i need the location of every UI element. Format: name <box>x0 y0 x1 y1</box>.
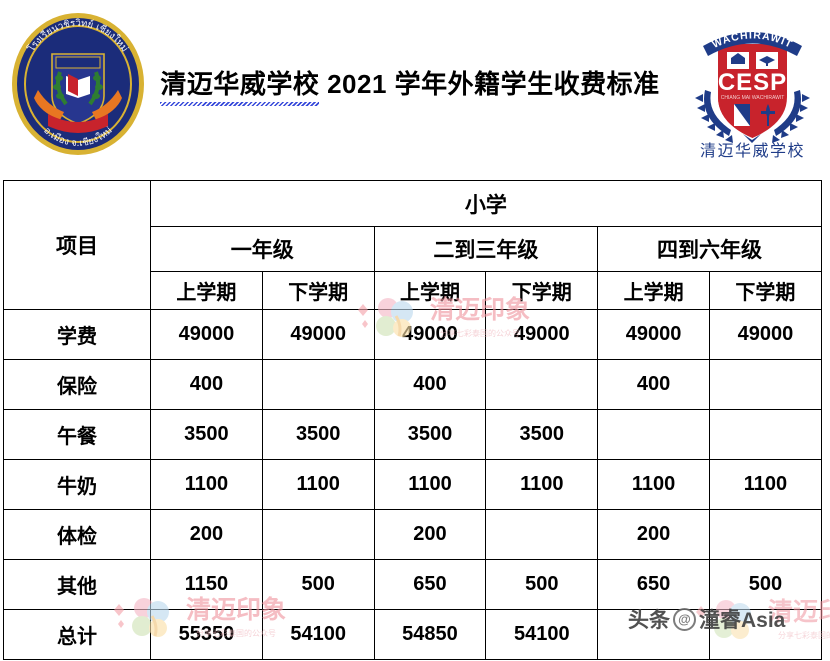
table-cell: 1100 <box>150 459 263 510</box>
table-cell: 54850 <box>373 609 487 660</box>
table-row: 学费 49000 49000 49000 49000 49000 49000 <box>3 309 822 360</box>
table-cell: 3500 <box>373 409 487 460</box>
table-cell: 49000 <box>597 309 710 360</box>
table-cell <box>597 609 710 660</box>
header-cell-semester-4: 下学期 <box>485 271 599 310</box>
row-label: 学费 <box>3 309 151 360</box>
table-cell: 1100 <box>597 459 710 510</box>
table-cell <box>708 409 822 460</box>
page-title: 清迈华威学校 2021 学年外籍学生收费标准 <box>150 64 670 106</box>
table-cell: 55350 <box>150 609 263 660</box>
table-cell <box>708 609 822 660</box>
table-row: 保险 400 400 400 <box>3 359 822 410</box>
header-cell-grade-2-3: 二到三年级 <box>373 226 599 272</box>
school-shield-icon: CESP CHIANG MAI WACHIRAWIT WACHIRAWIT 清迈… <box>685 14 820 160</box>
table-cell: 1100 <box>261 459 375 510</box>
title-school-name: 清迈华威学校 <box>160 64 320 106</box>
header-cell-semester-2: 下学期 <box>261 271 375 310</box>
table-header: 项目 小学 一年级 二到三年级 四到六年级 上学期 下学期 上学期 下学期 上学… <box>3 180 822 310</box>
row-label: 牛奶 <box>3 459 151 510</box>
table-cell: 400 <box>150 359 263 410</box>
table-cell: 54100 <box>485 609 599 660</box>
table-cell <box>261 509 375 560</box>
table-row: 总计 55350 54100 54850 54100 <box>3 609 822 660</box>
shield-subtitle: 清迈华威学校 <box>700 141 805 159</box>
header-cell-item: 项目 <box>3 180 151 310</box>
table-cell: 3500 <box>485 409 599 460</box>
table-cell: 1150 <box>150 559 263 610</box>
header-row-school-level: 项目 小学 <box>3 180 822 310</box>
table-cell <box>708 509 822 560</box>
table-cell: 500 <box>261 559 375 610</box>
table-cell: 200 <box>373 509 487 560</box>
row-label: 保险 <box>3 359 151 410</box>
header-cell-semester-3: 上学期 <box>373 271 487 310</box>
table-cell: 500 <box>708 559 822 610</box>
table-cell: 400 <box>597 359 710 410</box>
row-label: 其他 <box>3 559 151 610</box>
document-header: โรงเรียนวชิรวิทย์ เชียงใหม่ อ.เมือง จ.เช… <box>0 0 830 170</box>
header-cell-school-level: 小学 <box>150 180 822 227</box>
table-cell: 1100 <box>708 459 822 510</box>
svg-text:CHIANG MAI WACHIRAWIT: CHIANG MAI WACHIRAWIT <box>721 95 785 101</box>
table-cell: 1100 <box>485 459 599 510</box>
table-cell <box>485 359 599 410</box>
table-cell <box>485 509 599 560</box>
table-cell: 650 <box>373 559 487 610</box>
table-row: 体检 200 200 200 <box>3 509 822 560</box>
row-label: 总计 <box>3 609 151 660</box>
table-cell <box>708 359 822 410</box>
table-cell: 49000 <box>150 309 263 360</box>
table-cell: 400 <box>373 359 487 410</box>
svg-text:CESP: CESP <box>718 69 787 96</box>
header-cell-grade-4-6: 四到六年级 <box>597 226 822 272</box>
table-cell: 200 <box>150 509 263 560</box>
table-body: 学费 49000 49000 49000 49000 49000 49000 保… <box>3 309 822 660</box>
table-cell: 500 <box>485 559 599 610</box>
table-cell: 3500 <box>261 409 375 460</box>
row-label: 午餐 <box>3 409 151 460</box>
header-cell-semester-1: 上学期 <box>150 271 263 310</box>
table-cell: 650 <box>597 559 710 610</box>
header-cell-grade-1: 一年级 <box>150 226 375 272</box>
table-cell: 49000 <box>485 309 599 360</box>
fee-table: 项目 小学 一年级 二到三年级 四到六年级 上学期 下学期 上学期 下学期 上学… <box>3 180 822 660</box>
table-row: 牛奶 1100 1100 1100 1100 1100 1100 <box>3 459 822 510</box>
row-label: 体检 <box>3 509 151 560</box>
table-cell: 3500 <box>150 409 263 460</box>
table-cell: 1100 <box>373 459 487 510</box>
header-cell-semester-5: 上学期 <box>597 271 710 310</box>
table-cell: 49000 <box>708 309 822 360</box>
table-cell: 54100 <box>261 609 375 660</box>
school-seal-icon: โรงเรียนวชิรวิทย์ เชียงใหม่ อ.เมือง จ.เช… <box>8 10 148 158</box>
table-row: 其他 1150 500 650 500 650 500 <box>3 559 822 610</box>
title-remainder: 2021 学年外籍学生收费标准 <box>319 69 660 99</box>
header-cell-semester-6: 下学期 <box>708 271 822 310</box>
table-cell <box>597 409 710 460</box>
table-cell: 49000 <box>373 309 487 360</box>
table-cell: 200 <box>597 509 710 560</box>
table-cell <box>261 359 375 410</box>
table-cell: 49000 <box>261 309 375 360</box>
table-row: 午餐 3500 3500 3500 3500 <box>3 409 822 460</box>
